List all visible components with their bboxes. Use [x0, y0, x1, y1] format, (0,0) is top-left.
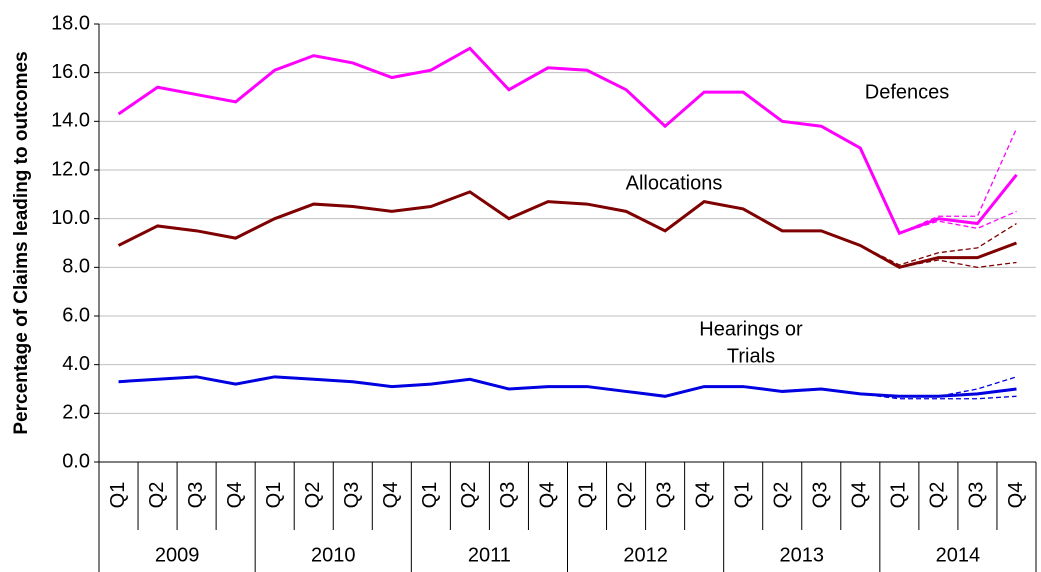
x-tick-label: Q2 — [927, 482, 949, 509]
x-group-label: 2012 — [623, 544, 668, 566]
y-tick-label: 4.0 — [62, 353, 90, 375]
x-tick-label: Q4 — [849, 482, 871, 509]
projection-line — [859, 244, 1017, 269]
y-tick-label: 16.0 — [51, 61, 90, 83]
y-tick-label: 2.0 — [62, 402, 90, 424]
x-tick-label: Q3 — [810, 482, 832, 509]
y-tick-label: 12.0 — [51, 158, 90, 180]
y-tick-label: 6.0 — [62, 304, 90, 326]
x-tick-label: Q2 — [771, 482, 793, 509]
x-group-label: 2014 — [936, 544, 981, 566]
x-tick-label: Q1 — [575, 482, 597, 509]
annotation: Allocations — [626, 172, 723, 194]
x-tick-label: Q1 — [419, 482, 441, 509]
projection-line — [860, 393, 1017, 400]
x-tick-label: Q4 — [692, 482, 714, 509]
series-line — [117, 190, 1018, 269]
x-tick-label: Q3 — [966, 482, 988, 509]
y-tick-label: 18.0 — [51, 12, 90, 34]
projection-line — [860, 222, 1017, 266]
projection-line — [859, 128, 1018, 235]
x-tick-label: Q1 — [263, 482, 285, 509]
x-tick-label: Q2 — [614, 482, 636, 509]
projection-line — [859, 147, 1017, 235]
x-group-label: 2011 — [468, 544, 511, 566]
x-tick-label: Q3 — [341, 482, 363, 509]
x-group-label: 2010 — [311, 544, 356, 566]
x-tick-label: Q3 — [185, 482, 207, 509]
series-line — [118, 375, 1017, 398]
x-tick-label: Q3 — [497, 482, 519, 509]
x-tick-label: Q3 — [653, 482, 675, 509]
x-tick-label: Q2 — [458, 482, 480, 509]
x-tick-label: Q4 — [1005, 482, 1027, 509]
annotation: Hearings or — [699, 318, 803, 340]
x-tick-label: Q4 — [380, 482, 402, 509]
x-tick-label: Q1 — [107, 482, 129, 509]
x-tick-label: Q2 — [146, 482, 168, 509]
annotation: Trials — [727, 345, 775, 367]
x-group-label: 2013 — [780, 544, 825, 566]
y-tick-label: 14.0 — [51, 110, 90, 132]
x-tick-label: Q1 — [888, 482, 910, 509]
x-group-label: 2009 — [155, 544, 200, 566]
x-tick-label: Q4 — [224, 482, 246, 509]
y-tick-label: 0.0 — [62, 450, 90, 472]
annotation: Defences — [865, 81, 950, 103]
series-line — [117, 46, 1018, 236]
x-tick-label: Q4 — [536, 482, 558, 509]
x-tick-label: Q2 — [302, 482, 324, 509]
projection-line — [860, 376, 1017, 397]
y-axis-label: Percentage of Claims leading to outcomes — [11, 51, 32, 434]
y-tick-label: 10.0 — [51, 207, 90, 229]
y-tick-label: 8.0 — [62, 256, 90, 278]
x-tick-label: Q1 — [731, 482, 753, 509]
